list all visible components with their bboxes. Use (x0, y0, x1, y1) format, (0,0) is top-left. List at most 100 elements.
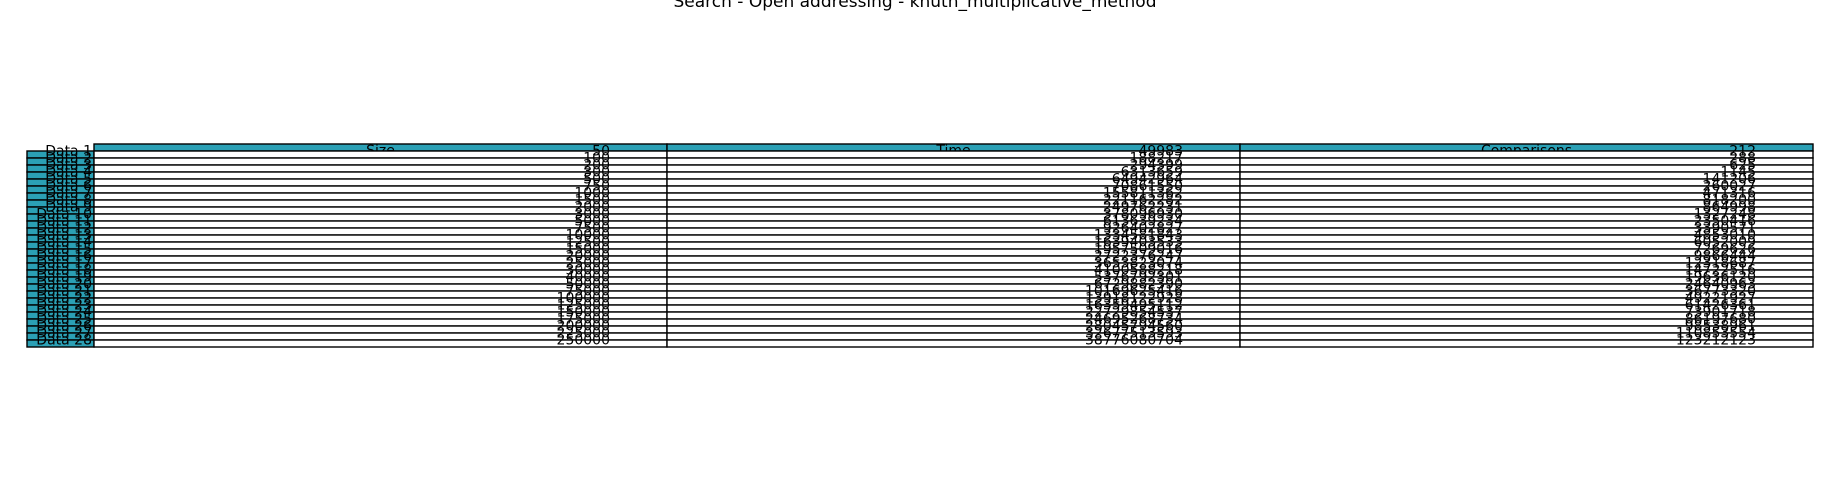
table-cell-value: 212 (1729, 144, 1756, 160)
row-label: Data 22 (36, 291, 92, 307)
table-cell-value: 9866444 (1694, 249, 1756, 265)
table-cell-value: 818200 (1703, 193, 1756, 209)
table-cell-value: 6729882390 (1094, 277, 1183, 293)
table-cell-value: 1957509016 (1094, 242, 1183, 258)
table-cell-value: 22729854537 (1085, 305, 1183, 321)
table-cell-value: 4100588218 (1094, 263, 1183, 279)
row-label: Data 10 (36, 207, 92, 223)
table-cell-value: 2722376247 (1094, 249, 1183, 265)
table-cell-value: 155811362 (1103, 186, 1183, 202)
table-cell-value: 86197680 (1685, 312, 1756, 328)
row-label: Data 18 (36, 263, 92, 279)
table-cell-value: 250000 (557, 333, 610, 349)
row-label: Data 26 (36, 319, 92, 335)
table-cell (93, 171, 668, 180)
table-cell-value: 471316 (1703, 186, 1757, 202)
row-label: Data 13 (36, 228, 92, 244)
table-cell-value: 221162282 (1103, 193, 1183, 209)
table-cell-value: 750 (583, 179, 610, 195)
row-label: Data 1 (45, 144, 92, 160)
table-cell (93, 164, 668, 173)
table-cell-value: 13918122928 (1085, 291, 1183, 307)
row-label: Data 15 (36, 242, 92, 258)
table-cell-value: 98538961 (1685, 319, 1756, 335)
table-cell-value: 613639234 (1103, 214, 1183, 230)
row-label: Data 4 (45, 165, 92, 181)
table-cell-value: 73901718 (1685, 305, 1756, 321)
table-cell-value: 12318687 (1685, 256, 1756, 272)
table-cell-value: 3000 (574, 207, 610, 223)
table-cell-value: 150000 (557, 305, 610, 321)
table-cell-value: 1639403533 (1094, 235, 1183, 251)
table-cell-value: 200000 (557, 319, 610, 335)
table-cell-value: 75000 (565, 284, 610, 300)
table-cell-value: 28045794560 (1085, 319, 1183, 335)
table-cell-value: 14722516 (1685, 263, 1756, 279)
table-cell-value: 1145 (1720, 165, 1756, 181)
table-cell-value: 50000 (565, 277, 610, 293)
table-cell-value: 125000 (557, 298, 610, 314)
table-cell-value: 110853554 (1676, 326, 1756, 342)
row-label: Data 25 (36, 312, 92, 328)
table-cell-value: 6313659 (1121, 165, 1183, 181)
table-cell-value: 24640963 (1685, 277, 1756, 293)
table-cell-value: 4853010 (1694, 228, 1756, 244)
table-cell-value: 7500 (574, 221, 610, 237)
table-cell-value: 260027 (1703, 179, 1756, 195)
row-label: Data 19 (36, 270, 92, 286)
row-label: Data 9 (45, 200, 92, 216)
table-cell-value: 19636120 (1685, 270, 1756, 286)
table-cell-value: 64942964 (1112, 172, 1183, 188)
table-cell-value: 1327248 (1694, 207, 1756, 223)
table-cell-value: 12500 (565, 235, 610, 251)
table-cell-value: 225000 (557, 326, 610, 342)
table-cell-value: 1500 (574, 193, 610, 209)
table-cell-value: 30000 (565, 263, 610, 279)
table-cell (93, 150, 668, 159)
row-label: Data 8 (45, 193, 92, 209)
table-cell-value: 926402827 (1103, 221, 1183, 237)
row-label: Data 12 (36, 221, 92, 237)
table-cell-value: 49221927 (1685, 291, 1756, 307)
table-cell-value: 2350416 (1694, 214, 1756, 230)
table-cell-value: 49983 (1138, 144, 1183, 160)
row-label: Data 21 (36, 284, 92, 300)
table-cell-value: 5000 (574, 214, 610, 230)
table-cell-value: 288 (1729, 151, 1756, 167)
row-label: Data 14 (36, 235, 92, 251)
table-cell (1239, 150, 1814, 159)
table-cell-value: 24695268734 (1085, 312, 1183, 328)
table-cell-value: 500 (583, 172, 610, 188)
table-cell-value: 16359495112 (1085, 298, 1183, 314)
table-cell-value: 15000 (565, 242, 610, 258)
table-cell-value: 200 (583, 158, 610, 174)
table-cell-value: 70861550 (1112, 179, 1183, 195)
row-label: Data 28 (36, 333, 92, 349)
table-cell-value: 10169625416 (1085, 284, 1183, 300)
row-label: Data 11 (36, 214, 92, 230)
row-label: Data 16 (36, 249, 92, 265)
table-cell-value: 100000 (557, 291, 610, 307)
table-cell-value: 188217 (1130, 151, 1183, 167)
chart-title: Search - Open addressing - knuth_multipl… (673, 0, 1157, 12)
table-cell-value: 1334581843 (1094, 228, 1183, 244)
table-cell-value: 1000 (574, 186, 610, 202)
table-cell-value: 3390571 (1694, 221, 1756, 237)
row-label: Data 7 (45, 186, 92, 202)
table-cell-value: 25000 (565, 256, 610, 272)
table-cell-value: 61426361 (1685, 298, 1756, 314)
table-cell-value: 32677513593 (1085, 326, 1183, 342)
table-cell-value: 123212123 (1676, 333, 1756, 349)
table-cell-value: 7269626 (1694, 242, 1756, 258)
table-cell-value: 6052009 (1694, 235, 1756, 251)
table-cell-value: 2000 (574, 200, 610, 216)
table-cell-value: 100 (583, 151, 610, 167)
table-cell-value: 249762231 (1103, 200, 1183, 216)
table-cell-value: 50 (592, 144, 610, 160)
row-label: Data 2 (45, 151, 92, 167)
table-cell-value: 864998 (1703, 200, 1756, 216)
table-cell-value: 5376792301 (1094, 270, 1183, 286)
table-cell-value: 40000 (565, 270, 610, 286)
row-label: Data 24 (36, 305, 92, 321)
row-label: Data 6 (45, 179, 92, 195)
